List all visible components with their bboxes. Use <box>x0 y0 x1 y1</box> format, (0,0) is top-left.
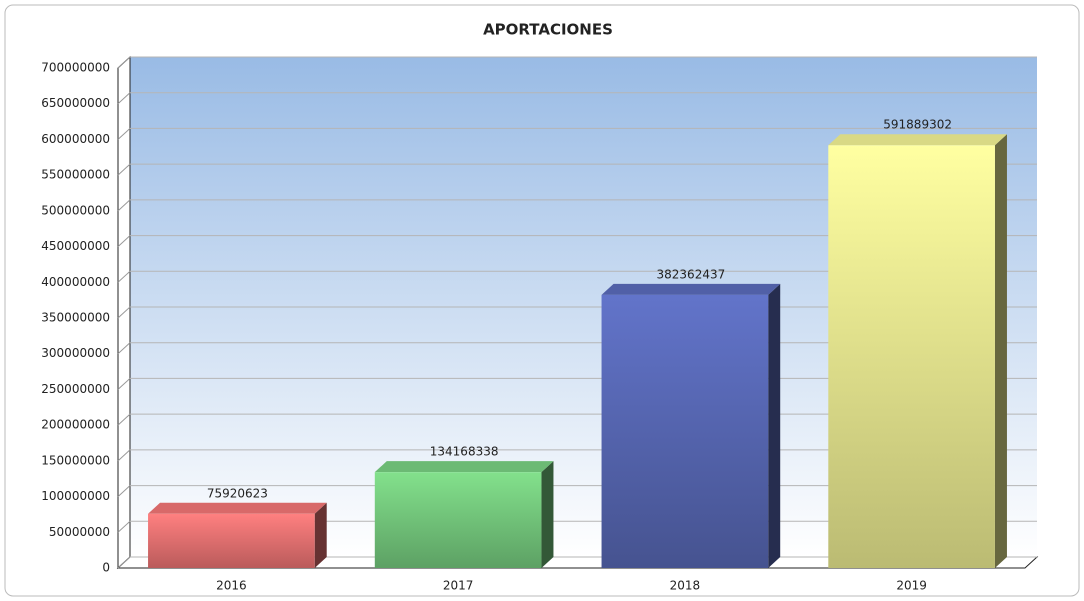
grid-line-side <box>117 520 131 533</box>
y-tick-label: 150000000 <box>41 453 110 467</box>
x-tick-label: 2018 <box>670 579 701 593</box>
y-tick-label: 600000000 <box>41 132 110 146</box>
grid-line-side <box>117 163 131 176</box>
bar-top <box>601 283 781 295</box>
grid-line-side <box>117 449 131 462</box>
value-label: 591889302 <box>883 118 952 132</box>
y-tick-label: 550000000 <box>41 168 110 182</box>
bar <box>148 513 315 568</box>
grid-line-side <box>117 270 131 283</box>
grid-line-side <box>117 485 131 497</box>
y-tick-label: 250000000 <box>41 382 110 396</box>
bar <box>374 472 542 568</box>
bar-top <box>828 134 1007 146</box>
grid-line-side <box>117 128 131 140</box>
y-tick-label: 450000000 <box>41 239 110 253</box>
grid-line-side <box>117 342 131 355</box>
grid-line-side <box>117 306 131 319</box>
bar-side <box>768 283 781 568</box>
grid-line-side <box>117 556 131 569</box>
y-tick-label: 700000000 <box>41 61 110 75</box>
y-tick-label: 0 <box>102 561 110 575</box>
y-tick-label: 300000000 <box>41 346 110 360</box>
y-tick-label: 650000000 <box>41 96 110 110</box>
grid-line-side <box>117 378 131 390</box>
y-tick-label: 100000000 <box>41 489 110 503</box>
grid-line-side <box>117 235 131 247</box>
grid-line-side <box>117 413 131 426</box>
value-label: 134168338 <box>430 445 499 459</box>
bar-top <box>374 461 554 473</box>
bar <box>828 145 995 568</box>
y-tick-label: 50000000 <box>49 525 110 539</box>
y-tick-label: 400000000 <box>41 275 110 289</box>
y-tick-label: 500000000 <box>41 203 110 217</box>
x-tick-label: 2019 <box>896 579 927 593</box>
grid-line-side <box>117 56 131 69</box>
y-tick-label: 200000000 <box>41 418 110 432</box>
bar-side <box>541 461 554 568</box>
x-tick-label: 2017 <box>443 579 474 593</box>
x-tick-label: 2016 <box>216 579 247 593</box>
grid-line-side <box>117 199 131 212</box>
chart-title: APORTACIONES <box>483 21 613 39</box>
y-tick-label: 350000000 <box>41 311 110 325</box>
value-label: 75920623 <box>207 486 268 500</box>
bar <box>601 294 769 568</box>
grid-line-side <box>117 92 131 105</box>
bar-side <box>314 502 327 568</box>
bar-top <box>148 502 327 514</box>
bar-side <box>994 134 1007 568</box>
value-label: 382362437 <box>657 267 726 281</box>
